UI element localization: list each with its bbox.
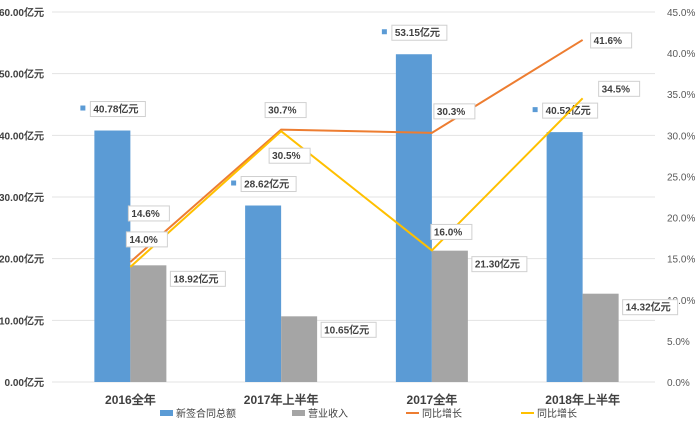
bar-revenue <box>431 250 468 382</box>
line-data-label: 34.5% <box>602 84 630 95</box>
x-tick-label: 2017全年 <box>407 392 458 407</box>
y-right-tick: 10.0% <box>667 296 695 307</box>
line-data-label-box <box>268 147 311 164</box>
bar-data-label: 28.62亿元 <box>244 178 289 191</box>
x-tick-label: 2016全年 <box>105 392 156 407</box>
x-tick-label: 2018年上半年 <box>545 392 620 407</box>
y-left-tick: 0.00亿元 <box>5 376 44 389</box>
y-right-tick: 20.0% <box>667 214 695 225</box>
y-left-tick: 40.00亿元 <box>0 129 44 142</box>
line-data-label: 16.0% <box>434 227 462 238</box>
y-right-tick: 40.0% <box>667 49 695 60</box>
y-right-tick: 5.0% <box>667 337 690 348</box>
bar-revenue <box>582 293 619 382</box>
y-left-tick: 20.00亿元 <box>0 253 44 266</box>
label-legend-key <box>532 107 538 113</box>
bar-data-label: 10.65亿元 <box>324 323 369 336</box>
line-data-label-box <box>590 32 633 49</box>
bar-data-label: 53.15亿元 <box>395 26 440 39</box>
legend-key <box>160 410 173 416</box>
bar-data-label-box <box>240 176 297 193</box>
bar-data-label-box <box>169 270 226 287</box>
bar-data-label-box <box>320 321 377 338</box>
label-legend-key <box>381 29 387 35</box>
bar-data-label-box <box>622 299 679 316</box>
bar-contract <box>395 54 432 382</box>
bar-data-label: 40.78亿元 <box>93 103 138 116</box>
y-right-tick: 25.0% <box>667 172 695 183</box>
y-left-tick: 50.00亿元 <box>0 68 44 81</box>
line-series <box>129 97 584 268</box>
x-tick-label: 2017年上半年 <box>244 392 319 407</box>
legend-label: 同比增长 <box>537 407 577 420</box>
bar-contract <box>94 130 131 382</box>
y-right-tick: 45.0% <box>667 8 695 19</box>
label-legend-key <box>80 105 86 111</box>
line-data-label: 41.6% <box>594 36 622 47</box>
bar-data-label: 18.92亿元 <box>173 272 218 285</box>
legend-label: 营业收入 <box>308 407 348 420</box>
bar-data-label-box <box>391 24 448 41</box>
y-left-tick: 10.00亿元 <box>0 314 44 327</box>
bar-contract <box>245 205 282 382</box>
line-data-label: 30.3% <box>437 107 465 118</box>
bar-data-label-box <box>471 256 528 273</box>
bar-data-label: 21.30亿元 <box>475 258 520 271</box>
y-right-tick: 35.0% <box>667 90 695 101</box>
line-data-label-box <box>127 205 170 222</box>
line-series <box>129 39 584 263</box>
legend-key <box>292 410 305 416</box>
line-data-label-box <box>598 80 641 97</box>
legend-label: 新签合同总额 <box>176 407 236 420</box>
label-legend-key <box>231 180 237 186</box>
y-left-tick: 30.00亿元 <box>0 191 44 204</box>
line-data-label-box <box>430 223 473 240</box>
y-right-tick: 30.0% <box>667 131 695 142</box>
legend-label: 同比增长 <box>422 407 462 420</box>
bar-revenue <box>130 265 167 382</box>
y-right-tick: 0.0% <box>667 378 690 389</box>
line-data-label: 14.6% <box>131 209 159 220</box>
line-data-label-box <box>264 102 307 119</box>
line-data-label: 30.7% <box>268 106 296 117</box>
bar-data-label-box <box>89 101 146 118</box>
bar-data-label: 40.52亿元 <box>546 104 591 117</box>
bar-data-label: 14.32亿元 <box>626 301 671 314</box>
bar-revenue <box>281 316 318 382</box>
y-right-tick: 15.0% <box>667 255 695 266</box>
line-data-label: 30.5% <box>272 151 300 162</box>
y-left-tick: 60.00亿元 <box>0 6 44 19</box>
line-data-label-box <box>433 103 476 120</box>
line-data-label: 14.0% <box>129 235 157 246</box>
bar-contract <box>546 132 583 382</box>
line-data-label-box <box>125 231 168 248</box>
